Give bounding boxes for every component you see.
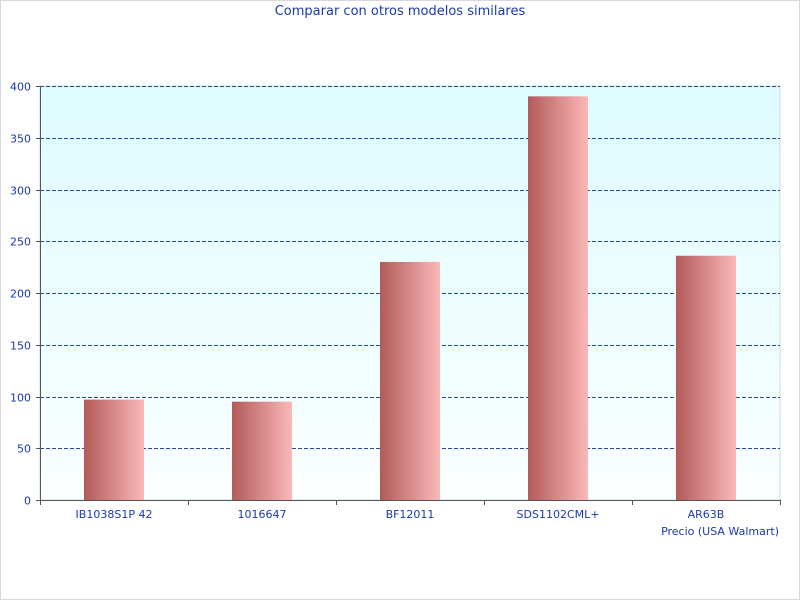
bars: [84, 96, 736, 500]
x-tick-label: 1016647: [238, 508, 287, 521]
bar-AR63B: [676, 255, 736, 500]
bar-1016647: [232, 401, 292, 500]
axes: [36, 86, 781, 505]
y-tick-label: 200: [10, 288, 31, 301]
chart-title: Comparar con otros modelos similares: [274, 4, 526, 19]
y-tick-label: 50: [17, 443, 31, 456]
y-tick-label: 400: [10, 81, 31, 94]
x-tick-label: SDS1102CML+: [517, 508, 600, 521]
x-axis-title: Precio (USA Walmart): [661, 525, 779, 538]
y-tick-label: 250: [10, 236, 31, 249]
bar-SDS1102CML-: [528, 96, 588, 500]
x-tick-label: BF12011: [386, 508, 435, 521]
x-tick-label: IB1038S1P 42: [76, 508, 153, 521]
y-tick-label: 350: [10, 133, 31, 146]
bar-IB1038S1P-42: [84, 399, 144, 500]
x-tick-label: AR63B: [688, 508, 725, 521]
y-tick-label: 0: [24, 495, 31, 508]
bar-BF12011: [380, 261, 440, 500]
tick-labels: 0 50 100 150 200 250 300 350 400 IB1038S1P 42 1016…: [10, 81, 724, 522]
y-tick-label: 100: [10, 392, 31, 405]
y-tick-label: 150: [10, 340, 31, 353]
y-tick-label: 300: [10, 185, 31, 198]
